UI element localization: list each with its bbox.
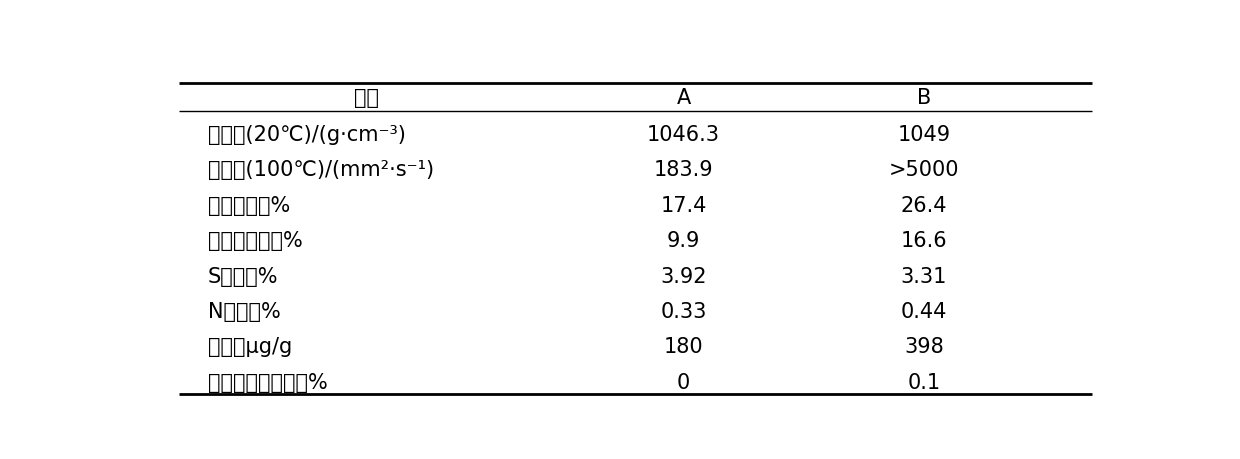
Text: 黏度，(100℃)/(mm²·s⁻¹): 黏度，(100℃)/(mm²·s⁻¹) — [208, 160, 434, 180]
Text: 氥青质，重量%: 氥青质，重量% — [208, 231, 303, 251]
Text: 密度，(20℃)/(g·cm⁻³): 密度，(20℃)/(g·cm⁻³) — [208, 125, 405, 145]
Text: >5000: >5000 — [889, 160, 959, 180]
Text: N，重量%: N，重量% — [208, 302, 280, 321]
Text: 甲苯不溶物，重量%: 甲苯不溶物，重量% — [208, 372, 327, 392]
Text: A: A — [677, 88, 691, 107]
Text: 1049: 1049 — [898, 125, 950, 145]
Text: 0.44: 0.44 — [900, 302, 947, 321]
Text: S，重量%: S，重量% — [208, 266, 278, 286]
Text: 9.9: 9.9 — [667, 231, 701, 251]
Text: 0.33: 0.33 — [661, 302, 707, 321]
Text: 17.4: 17.4 — [661, 196, 707, 215]
Text: 26.4: 26.4 — [900, 196, 947, 215]
Text: B: B — [916, 88, 931, 107]
Text: 183.9: 183.9 — [653, 160, 713, 180]
Text: 3.31: 3.31 — [900, 266, 947, 286]
Text: 残炭，重量%: 残炭，重量% — [208, 196, 290, 215]
Text: 1046.3: 1046.3 — [647, 125, 720, 145]
Text: 180: 180 — [663, 337, 703, 357]
Text: 0.1: 0.1 — [908, 372, 940, 392]
Text: 16.6: 16.6 — [900, 231, 947, 251]
Text: 原料: 原料 — [353, 88, 379, 107]
Text: 398: 398 — [904, 337, 944, 357]
Text: 3.92: 3.92 — [661, 266, 707, 286]
Text: 金属，μg/g: 金属，μg/g — [208, 337, 293, 357]
Text: 0: 0 — [677, 372, 691, 392]
